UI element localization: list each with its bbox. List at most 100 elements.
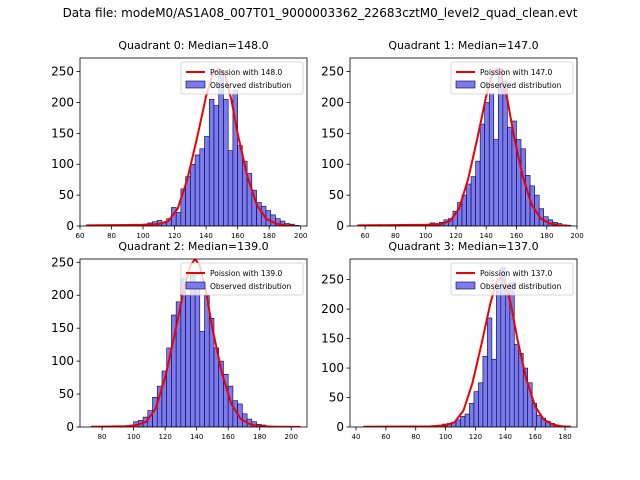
x-tick-label: 180 xyxy=(253,433,266,441)
y-tick-label: 50 xyxy=(59,387,74,401)
y-tick-label: 250 xyxy=(321,273,344,287)
x-tick-label: 160 xyxy=(231,232,244,240)
x-tick-label: 40 xyxy=(352,433,361,441)
histogram-bar xyxy=(190,163,196,226)
legend-box xyxy=(450,262,574,296)
histogram-bar xyxy=(204,136,210,226)
poisson-curve xyxy=(363,275,572,427)
x-tick-label: 200 xyxy=(285,433,298,441)
histogram-bar xyxy=(475,160,481,226)
legend-observed-swatch xyxy=(185,281,206,290)
y-tick-label: 0 xyxy=(336,420,344,434)
histogram-bar xyxy=(227,150,234,226)
y-tick-label: 50 xyxy=(329,391,344,405)
legend-observed-label: Observed distribution xyxy=(210,282,291,291)
poisson-curve xyxy=(90,259,301,427)
quadrant-1-legend: Poission with 147.0 Observed distribution xyxy=(450,61,574,95)
y-tick-label: 200 xyxy=(51,288,74,302)
legend-box xyxy=(180,61,304,95)
legend-observed-swatch xyxy=(455,80,476,89)
histogram-bar xyxy=(208,99,215,226)
histogram-bar xyxy=(464,413,470,427)
y-tick-label: 250 xyxy=(51,255,74,269)
y-tick-label: 0 xyxy=(66,219,74,233)
quadrant-2-title: Quadrant 2: Median=139.0 xyxy=(118,240,268,253)
histogram-bar xyxy=(487,317,493,427)
histogram-bar xyxy=(213,105,220,226)
legend-observed-label: Observed distribution xyxy=(210,81,291,90)
x-tick-label: 60 xyxy=(76,232,85,240)
y-tick-label: 200 xyxy=(321,95,344,109)
histogram-bar xyxy=(223,99,229,226)
legend-observed-label: Observed distribution xyxy=(480,81,561,90)
quadrant-3-axes-frame xyxy=(349,258,578,428)
x-tick-label: 60 xyxy=(361,232,370,240)
histogram-bar xyxy=(479,123,485,226)
y-tick-label: 50 xyxy=(59,188,74,202)
histogram-bar xyxy=(194,285,201,427)
quadrant-2-axes-frame xyxy=(79,258,308,428)
legend-poisson-label: Poission with 148.0 xyxy=(210,68,283,77)
histogram-bar xyxy=(502,80,508,226)
histogram-bar xyxy=(199,331,205,427)
y-tick-label: 150 xyxy=(321,332,344,346)
y-tick-label: 100 xyxy=(321,361,344,375)
y-tick-label: 250 xyxy=(51,65,74,79)
legend-box xyxy=(180,262,304,296)
x-tick-label: 180 xyxy=(262,232,275,240)
x-tick-label: 160 xyxy=(221,433,234,441)
quadrant-3-legend: Poission with 137.0 Observed distribution xyxy=(450,262,574,296)
x-tick-label: 180 xyxy=(540,232,553,240)
quadrant-3-title: Quadrant 3: Median=137.0 xyxy=(388,240,538,253)
histogram-bar xyxy=(473,391,479,427)
histogram-bar xyxy=(505,294,511,427)
legend-poisson-label: Poission with 139.0 xyxy=(210,269,283,278)
x-tick-label: 140 xyxy=(199,232,212,240)
y-tick-label: 0 xyxy=(336,219,344,233)
x-tick-label: 100 xyxy=(419,232,432,240)
y-tick-label: 150 xyxy=(51,126,74,140)
figure-title: Data file: modeM0/AS1A08_007T01_90000033… xyxy=(62,6,578,20)
y-tick-label: 0 xyxy=(66,420,74,434)
x-tick-label: 120 xyxy=(168,232,181,240)
y-tick-label: 200 xyxy=(51,95,74,109)
histogram-bar xyxy=(496,288,502,427)
quadrant-1-chart: Quadrant 1: Median=147.0 60 80 100 120 140 160… xyxy=(321,39,584,240)
x-tick-label: 120 xyxy=(158,433,171,441)
histogram-bar xyxy=(491,358,497,427)
histogram-bar xyxy=(536,414,542,427)
quadrant-2-chart: Quadrant 2: Median=139.0 80 100 120 140 160 18… xyxy=(51,240,308,441)
x-tick-label: 120 xyxy=(469,433,482,441)
y-tick-label: 100 xyxy=(51,354,74,368)
histogram-bar xyxy=(470,176,476,226)
x-tick-label: 140 xyxy=(480,232,493,240)
x-tick-label: 60 xyxy=(381,433,390,441)
quadrant-1-axes-frame xyxy=(349,57,578,227)
histogram-bar xyxy=(482,355,488,427)
histogram-bar xyxy=(175,212,182,226)
quadrant-0-axes-frame xyxy=(79,57,308,227)
quadrant-3-chart: Quadrant 3: Median=137.0 40 60 80 100 120 140 1… xyxy=(321,240,578,441)
x-tick-label: 180 xyxy=(558,433,571,441)
y-tick-label: 150 xyxy=(51,321,74,335)
histogram-bar xyxy=(469,403,475,427)
x-tick-label: 100 xyxy=(136,232,149,240)
histogram-bar xyxy=(199,148,205,226)
x-tick-label: 160 xyxy=(528,433,541,441)
y-tick-label: 50 xyxy=(329,188,344,202)
histogram-bar xyxy=(237,145,243,226)
x-tick-label: 80 xyxy=(98,433,107,441)
quadrant-2-legend: Poission with 139.0 Observed distribution xyxy=(180,262,304,296)
x-tick-label: 80 xyxy=(107,232,116,240)
histogram-bar xyxy=(484,102,490,226)
histogram-bar xyxy=(190,275,196,427)
x-tick-label: 120 xyxy=(449,232,462,240)
x-tick-label: 160 xyxy=(510,232,523,240)
x-tick-label: 80 xyxy=(411,433,420,441)
histogram-bar xyxy=(478,382,484,427)
x-tick-label: 200 xyxy=(294,232,307,240)
histogram-bar xyxy=(466,183,472,226)
histogram-bar xyxy=(513,344,520,427)
histogram-bar xyxy=(185,294,191,427)
